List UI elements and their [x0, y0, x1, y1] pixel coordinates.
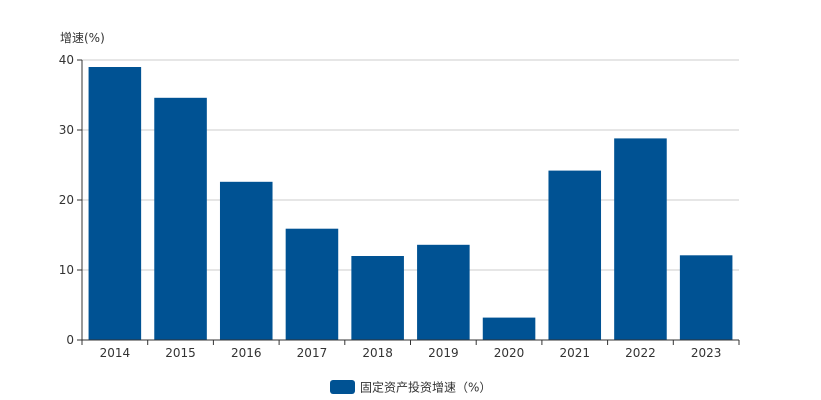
x-axis	[81, 339, 740, 345]
x-tick-label: 2014	[100, 346, 131, 360]
y-tick-label: 10	[59, 263, 74, 277]
x-tick-label: 2016	[231, 346, 262, 360]
legend-label: 固定资产投资增速（%）	[360, 380, 491, 395]
bar-2014[interactable]	[88, 67, 142, 340]
y-axis-title: 增速(%)	[60, 31, 105, 45]
x-axis-ticks: 2014 2015 2016 2017 2018 2019 2020 2021 2022 2023	[100, 346, 722, 360]
bar-2018[interactable]	[351, 256, 404, 340]
y-axis-ticks: 0 10 20 30 40	[59, 53, 83, 347]
bar-2016[interactable]	[219, 181, 273, 340]
bar-2021[interactable]	[548, 170, 602, 340]
x-tick-label: 2017	[297, 346, 328, 360]
bar-2019[interactable]	[417, 244, 470, 340]
bar-2023[interactable]	[679, 255, 733, 340]
y-tick-label: 40	[59, 53, 74, 67]
x-tick-label: 2023	[691, 346, 722, 360]
x-tick-label: 2018	[362, 346, 393, 360]
bars	[88, 67, 733, 340]
x-tick-label: 2020	[494, 346, 525, 360]
x-tick-label: 2015	[165, 346, 196, 360]
y-tick-label: 20	[59, 193, 74, 207]
bar-2017[interactable]	[285, 228, 339, 340]
x-tick-label: 2022	[625, 346, 656, 360]
x-tick-label: 2019	[428, 346, 459, 360]
bar-2020[interactable]	[482, 317, 536, 340]
legend[interactable]: 固定资产投资增速（%）	[330, 380, 491, 395]
bar-2015[interactable]	[154, 97, 207, 340]
y-tick-label: 0	[66, 333, 74, 347]
legend-swatch	[330, 380, 355, 394]
bar-2022[interactable]	[614, 138, 667, 340]
y-tick-label: 30	[59, 123, 74, 137]
x-tick-label: 2021	[559, 346, 590, 360]
